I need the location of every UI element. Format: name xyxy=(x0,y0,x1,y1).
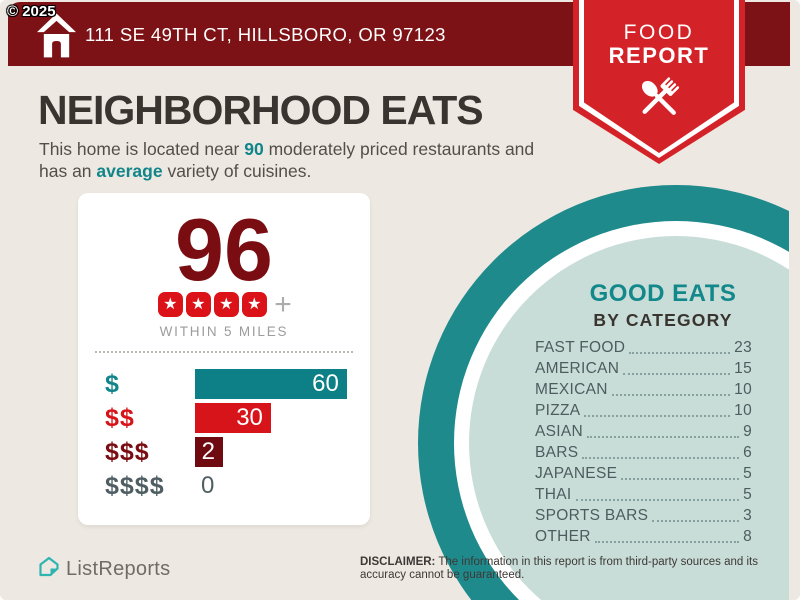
badge-line2: REPORT xyxy=(608,43,710,68)
dotted-leader xyxy=(621,478,740,480)
property-address: 111 SE 49TH CT, HILLSBORO, OR 97123 xyxy=(85,24,446,45)
list-item: SPORTS BARS 3 xyxy=(535,507,752,524)
list-item: FAST FOOD 23 xyxy=(535,339,752,356)
good-eats-subtitle: BY CATEGORY xyxy=(593,310,733,330)
dotted-leader xyxy=(582,457,740,459)
dotted-leader xyxy=(611,394,731,396)
badge-content: FOOD REPORT xyxy=(573,22,745,132)
home-icon xyxy=(37,13,76,58)
star-icon: ★ xyxy=(185,292,211,317)
dotted-divider xyxy=(95,351,353,353)
dotted-leader xyxy=(623,373,731,375)
restaurant-count: 90 xyxy=(244,139,264,159)
chart-row: $$ 30 30 xyxy=(105,403,360,433)
dotted-leader xyxy=(594,541,740,543)
plus-icon: + xyxy=(274,288,292,321)
bar: 60 xyxy=(195,369,347,399)
bar: 2 xyxy=(195,437,223,467)
badge-line1: FOOD xyxy=(623,21,695,44)
listreports-wordmark: ListReports xyxy=(66,558,171,580)
good-eats-header: GOOD EATS BY CATEGORY xyxy=(553,280,773,331)
disclaimer-text: DISCLAIMER: The information in this repo… xyxy=(360,556,758,581)
price-tier-chart: $ 60 60 $$ 30 30 $$$ 2 2 $$$$ 0 0 xyxy=(105,369,360,505)
chart-row: $ 60 60 xyxy=(105,369,360,399)
star-icon: ★ xyxy=(213,292,239,317)
dotted-leader xyxy=(629,352,731,354)
list-item: ASIAN 9 xyxy=(535,423,752,440)
good-eats-list: FAST FOOD 23 AMERICAN 15 MEXICAN 10 PIZZA 10… xyxy=(535,337,752,547)
list-item: OTHER 8 xyxy=(535,528,752,545)
list-item: BARS 6 xyxy=(535,444,752,461)
dotted-leader xyxy=(587,436,740,438)
good-eats-title: GOOD EATS xyxy=(589,280,737,307)
dotted-leader xyxy=(584,415,731,417)
radius-caption: WITHIN 5 MILES xyxy=(159,324,289,339)
dotted-leader xyxy=(575,499,740,501)
circle-clip-region xyxy=(0,67,789,600)
star-rating: ★ ★ ★ ★ + xyxy=(78,288,370,321)
variety-rating: average xyxy=(96,160,163,181)
list-item: MEXICAN 10 xyxy=(535,381,752,398)
dotted-leader xyxy=(652,520,740,522)
score-card: 96 ★ ★ ★ ★ + WITHIN 5 MILES $ 60 60 $$ 3… xyxy=(78,193,370,525)
restaurant-score: 96 xyxy=(175,200,273,299)
listreports-logo-icon xyxy=(39,556,59,577)
summary-text: This home is located near 90 moderately … xyxy=(39,139,535,181)
bar: 30 xyxy=(195,403,271,433)
page-title: NEIGHBORHOOD EATS xyxy=(38,87,484,133)
spoon-fork-icon xyxy=(641,77,680,115)
list-item: JAPANESE 5 xyxy=(535,465,752,482)
food-report-badge: FOOD REPORT xyxy=(573,0,745,164)
star-icon: ★ xyxy=(241,292,267,317)
list-item: THAI 5 xyxy=(535,486,752,503)
copyright-text: © 2025 xyxy=(7,3,56,20)
list-item: AMERICAN 15 xyxy=(535,360,752,377)
chart-row: $$$ 2 2 xyxy=(105,437,360,467)
star-icon: ★ xyxy=(157,292,183,317)
chart-row: $$$$ 0 0 xyxy=(105,471,215,500)
list-item: PIZZA 10 xyxy=(535,402,752,419)
